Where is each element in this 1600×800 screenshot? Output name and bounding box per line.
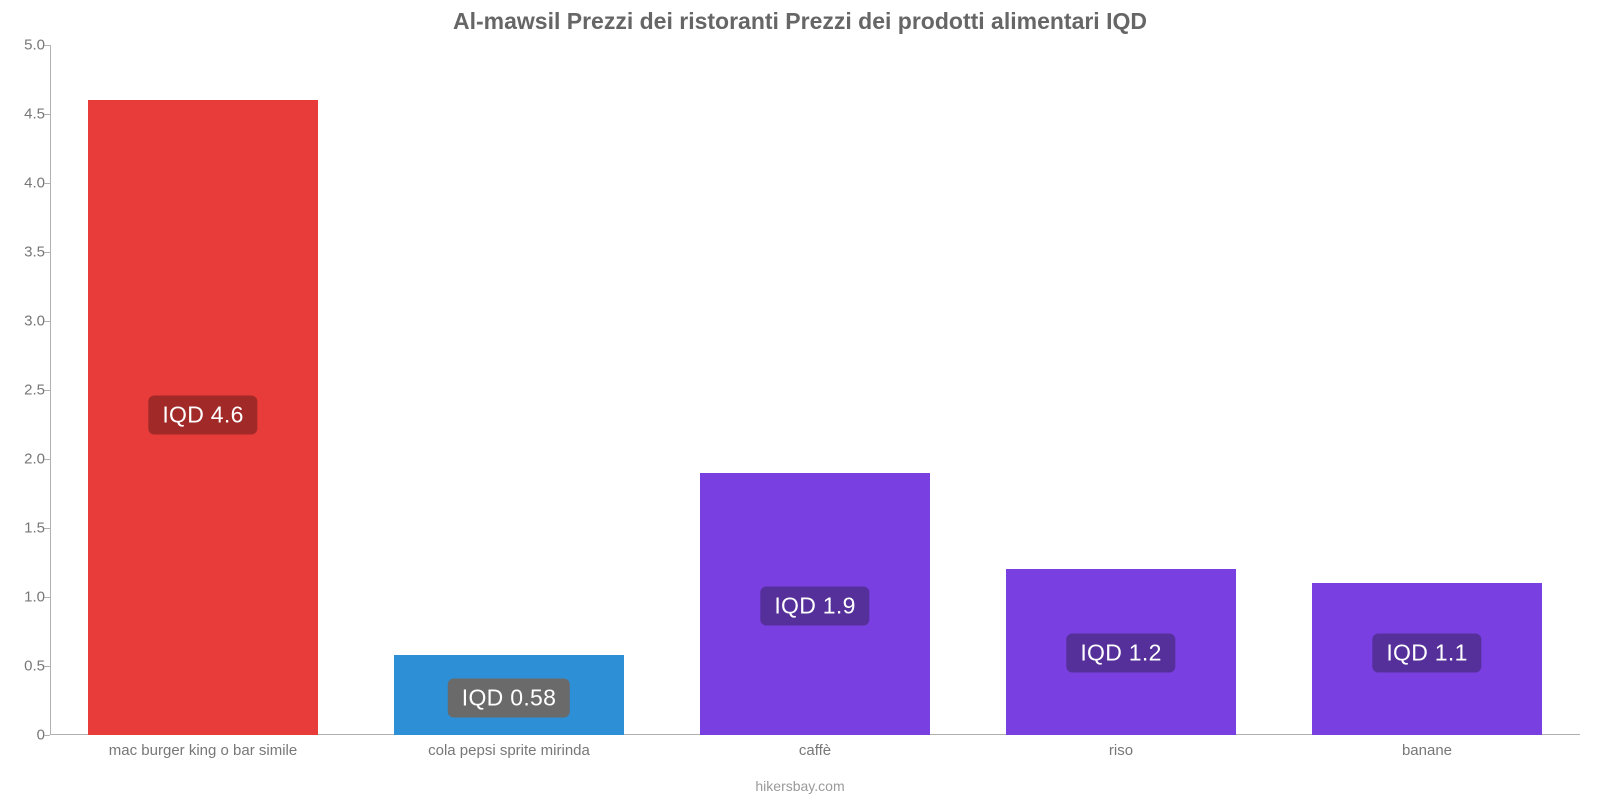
y-tick-label: 1.0: [0, 589, 45, 606]
bar-value-badge: IQD 1.9: [760, 586, 869, 625]
y-tick-label: 5.0: [0, 37, 45, 54]
x-category-label: banane: [1402, 742, 1452, 759]
x-category-label: mac burger king o bar simile: [109, 742, 297, 759]
y-tick-label: 4.0: [0, 175, 45, 192]
bar-value-badge: IQD 4.6: [148, 396, 257, 435]
y-tick-mark: [44, 45, 50, 46]
y-tick-mark: [44, 666, 50, 667]
y-tick-label: 4.5: [0, 106, 45, 123]
y-tick-label: 2.0: [0, 451, 45, 468]
y-tick-label: 0.5: [0, 658, 45, 675]
y-tick-label: 2.5: [0, 382, 45, 399]
bar-value-badge: IQD 1.1: [1372, 633, 1481, 672]
y-tick-label: 1.5: [0, 520, 45, 537]
bar-value-badge: IQD 1.2: [1066, 633, 1175, 672]
x-category-label: riso: [1109, 742, 1133, 759]
x-category-label: caffè: [799, 742, 831, 759]
y-tick-mark: [44, 597, 50, 598]
y-tick-label: 3.5: [0, 244, 45, 261]
y-tick-mark: [44, 321, 50, 322]
y-tick-mark: [44, 252, 50, 253]
attribution-text: hikersbay.com: [0, 778, 1600, 794]
y-tick-mark: [44, 183, 50, 184]
x-category-label: cola pepsi sprite mirinda: [428, 742, 590, 759]
y-tick-mark: [44, 735, 50, 736]
y-tick-label: 0: [0, 727, 45, 744]
bar-value-badge: IQD 0.58: [448, 679, 570, 718]
y-tick-mark: [44, 390, 50, 391]
y-tick-mark: [44, 114, 50, 115]
y-tick-mark: [44, 528, 50, 529]
y-tick-label: 3.0: [0, 313, 45, 330]
y-tick-mark: [44, 459, 50, 460]
chart-title: Al-mawsil Prezzi dei ristoranti Prezzi d…: [0, 8, 1600, 35]
